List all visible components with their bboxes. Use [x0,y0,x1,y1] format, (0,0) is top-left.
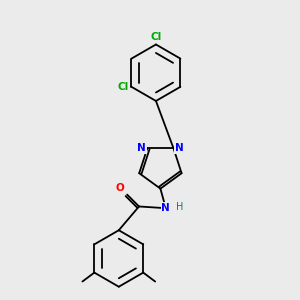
Text: Cl: Cl [150,32,162,42]
Text: H: H [176,202,183,212]
Text: Cl: Cl [117,82,128,92]
Text: O: O [116,183,125,193]
Text: N: N [175,143,184,153]
Text: N: N [137,143,146,153]
Text: N: N [161,203,170,213]
